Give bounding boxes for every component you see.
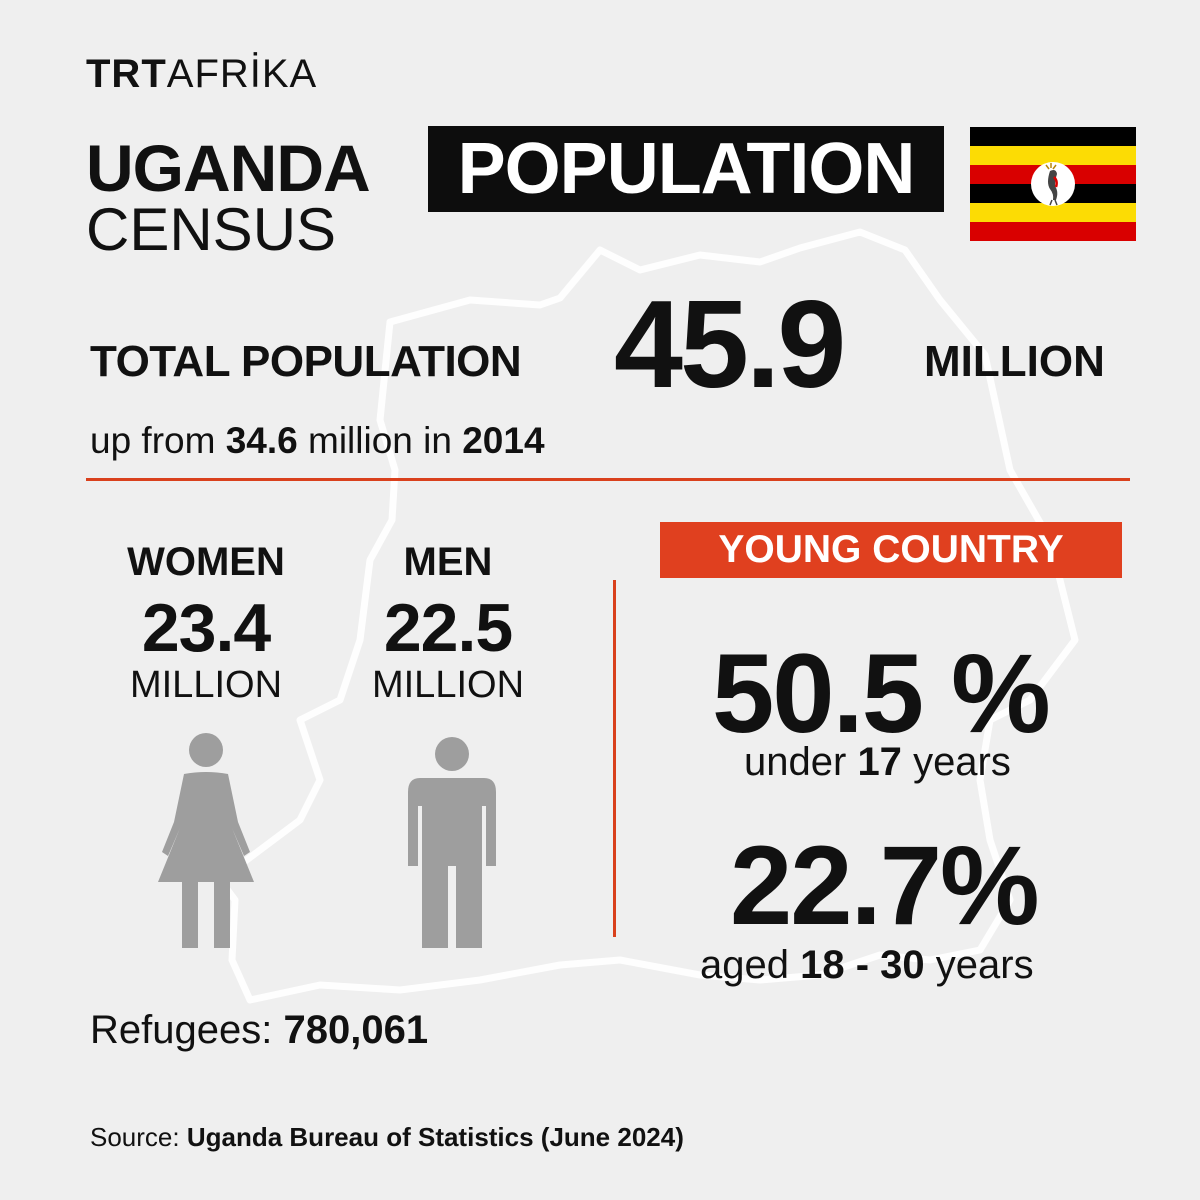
women-label: WOMEN [127,540,285,584]
aged-18-30-post: years [935,943,1034,987]
young-country-heading: YOUNG COUNTRY [660,522,1122,578]
under-17-percent: 50.5 % [712,631,1051,756]
change-year: 2014 [462,420,545,461]
under-17-post: years [913,740,1011,784]
trt-afrika-logo: TRTAFRİKA [86,52,317,97]
vertical-divider [613,580,616,937]
refugees-stat: Refugees: 780,061 [90,1010,428,1050]
men-unit: MILLION [371,664,525,706]
refugees-label: Refugees: [90,1008,273,1052]
change-previous-value: 34.6 [225,420,298,461]
grey-crowned-crane-icon [1031,162,1075,206]
women-unit: MILLION [129,664,283,706]
source-note: Source: Uganda Bureau of Statistics (Jun… [90,1124,684,1150]
uganda-flag-icon [970,127,1136,241]
change-mid: million in [308,420,452,461]
aged-18-30-percent: 22.7% [730,823,1040,948]
refugees-value: 780,061 [283,1008,429,1052]
women-value: 23.4 [141,590,271,666]
total-population-value: 45.9 [614,276,846,414]
aged-18-30-caption: aged 18 - 30 years [700,945,1034,985]
men-value: 22.5 [383,590,513,666]
total-population-label: TOTAL POPULATION [90,337,522,386]
source-label: Source: [90,1122,180,1152]
man-figure-icon [408,737,496,948]
logo-afrika: AFRİKA [166,52,318,96]
title-census: CENSUS [86,196,337,263]
title-population: POPULATION [428,126,944,212]
logo-trt: TRT [86,52,167,96]
horizontal-divider [86,478,1130,481]
change-prefix: up from [90,420,216,461]
under-17-caption: under 17 years [744,742,1011,782]
total-population-unit: MILLION [924,337,1105,386]
woman-figure-icon [158,733,254,948]
men-label: MEN [403,540,493,584]
source-text: Uganda Bureau of Statistics (June 2024) [186,1122,684,1152]
men-stat: MEN 22.5 MILLION [318,542,578,704]
under-17-age: 17 [857,740,902,784]
title-country: UGANDA [86,131,371,205]
women-stat: WOMEN 23.4 MILLION [76,542,336,704]
population-change: up from 34.6 million in 2014 [90,422,545,459]
aged-18-30-pre: aged [700,943,789,987]
under-17-pre: under [744,740,847,784]
aged-18-30-age: 18 - 30 [800,943,925,987]
